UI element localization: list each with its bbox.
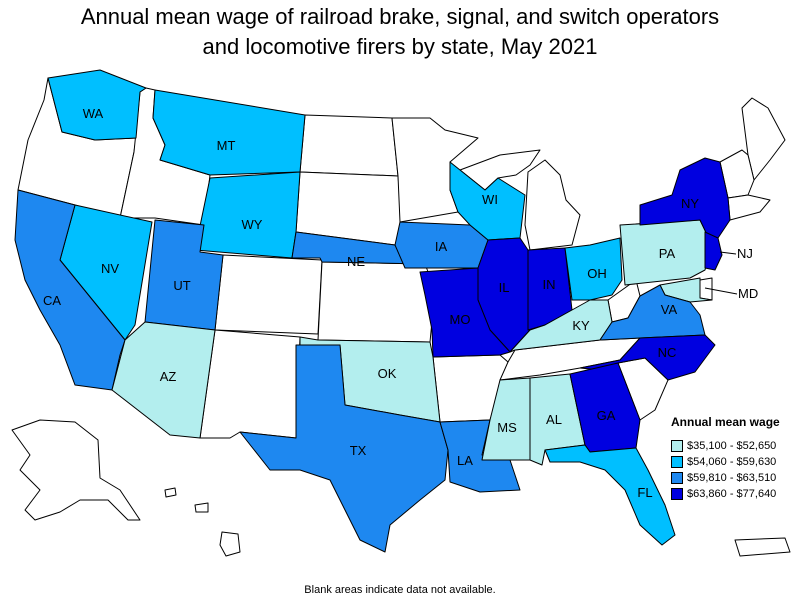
legend-label: $35,100 - $52,650 xyxy=(687,440,777,452)
label-ia: IA xyxy=(435,239,448,254)
state-oh xyxy=(564,237,623,301)
legend-title: Annual mean wage xyxy=(671,415,780,429)
state-wy xyxy=(194,171,301,259)
legend-label: $63,860 - $77,640 xyxy=(687,488,777,500)
label-mo: MO xyxy=(450,312,471,327)
legend-item: $35,100 - $52,650 xyxy=(671,438,797,454)
state-mo xyxy=(419,267,511,358)
label-la: LA xyxy=(457,453,473,468)
label-nv: NV xyxy=(101,261,119,276)
legend-item: $63,860 - $77,640 xyxy=(671,486,797,502)
label-wi: WI xyxy=(482,192,498,207)
legend-swatch xyxy=(671,440,683,452)
md-leader-line xyxy=(704,287,738,295)
legend-item: $54,060 - $59,630 xyxy=(671,454,797,470)
state-az xyxy=(111,321,216,439)
label-ga: GA xyxy=(597,408,616,423)
label-nj: NJ xyxy=(737,246,753,261)
legend-label: $59,810 - $63,510 xyxy=(687,472,777,484)
state-fl xyxy=(544,444,676,546)
state-pr xyxy=(734,537,791,557)
label-nc: NC xyxy=(658,345,677,360)
state-ma-ct-ri xyxy=(727,194,771,221)
label-ut: UT xyxy=(173,278,190,293)
state-labels: WA MT WY NV UT CA AZ NE IA WI IL IN OH P… xyxy=(43,106,758,500)
state-wa xyxy=(47,69,147,141)
label-mt: MT xyxy=(217,138,236,153)
state-tx xyxy=(239,344,449,553)
legend-item: $59,810 - $63,510 xyxy=(671,470,797,486)
state-ms xyxy=(481,377,531,461)
title-line-2: and locomotive firers by state, May 2021 xyxy=(202,34,598,59)
state-ny xyxy=(639,157,731,246)
state-hi xyxy=(164,487,241,557)
state-nj xyxy=(704,231,723,271)
legend-swatch xyxy=(671,456,683,468)
legend-swatch xyxy=(671,472,683,484)
state-nd xyxy=(299,114,399,177)
label-ca: CA xyxy=(43,293,61,308)
label-ok: OK xyxy=(378,366,397,381)
state-ak xyxy=(11,419,141,521)
label-tx: TX xyxy=(350,443,367,458)
label-md: MD xyxy=(738,286,758,301)
label-pa: PA xyxy=(659,246,676,261)
label-al: AL xyxy=(546,412,562,427)
label-fl: FL xyxy=(637,485,652,500)
legend-swatch xyxy=(671,488,683,500)
label-in: IN xyxy=(543,277,556,292)
nj-leader-line xyxy=(719,251,737,255)
label-ms: MS xyxy=(497,420,517,435)
state-mt xyxy=(152,89,306,176)
label-wa: WA xyxy=(83,106,104,121)
label-az: AZ xyxy=(160,369,177,384)
data-states xyxy=(14,69,731,553)
legend: Annual mean wage $35,100 - $52,650 $54,0… xyxy=(671,414,797,502)
title-line-1: Annual mean wage of railroad brake, sign… xyxy=(80,4,720,29)
state-ky xyxy=(509,299,613,353)
state-co xyxy=(214,254,323,335)
state-ca xyxy=(14,189,126,391)
state-nm xyxy=(199,329,301,439)
footnote: Blank areas indicate data not available. xyxy=(304,584,496,596)
label-ny: NY xyxy=(681,196,699,211)
label-oh: OH xyxy=(587,266,607,281)
label-wy: WY xyxy=(242,217,263,232)
state-ks xyxy=(317,261,436,343)
label-ne: NE xyxy=(347,254,365,269)
label-va: VA xyxy=(661,302,678,317)
legend-label: $54,060 - $59,630 xyxy=(687,456,777,468)
label-ky: KY xyxy=(572,318,590,333)
label-il: IL xyxy=(499,280,510,295)
map-title: Annual mean wage of railroad brake, sign… xyxy=(0,2,800,62)
